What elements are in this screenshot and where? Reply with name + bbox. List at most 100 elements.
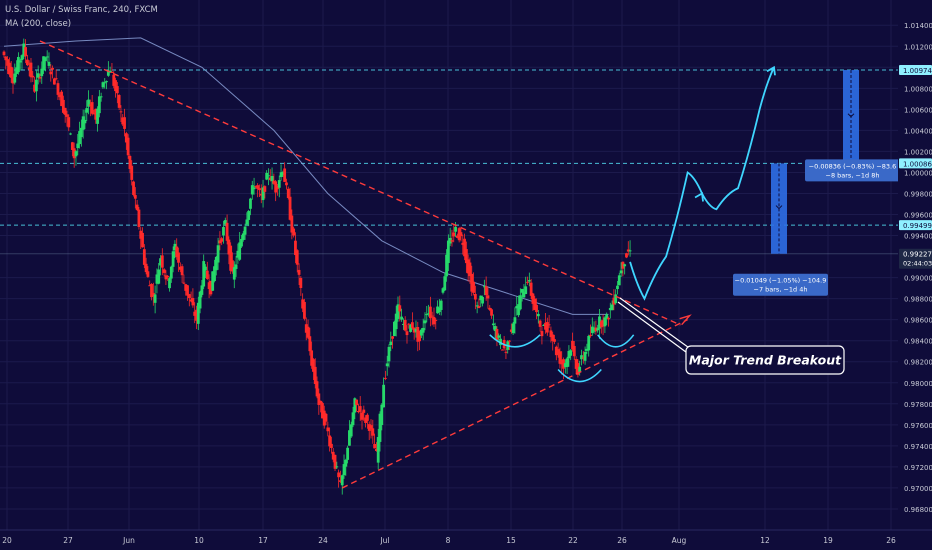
candle-body [364, 417, 368, 423]
candle-body [258, 188, 261, 191]
candle-body [621, 261, 625, 269]
candle-body [238, 242, 242, 260]
y-tick-label: 0.97400 [904, 443, 932, 451]
candle-body [556, 349, 560, 356]
candle-body [13, 73, 17, 83]
candle-body [171, 251, 175, 267]
candle-body [261, 187, 265, 201]
candle-body [391, 336, 394, 339]
measure-tool[interactable]: −0.00836 (−0.83%) −83.6−8 bars, −1d 8h [805, 70, 900, 182]
y-tick-label: 0.99400 [904, 233, 932, 241]
candle-body [405, 331, 409, 336]
candle-body [157, 269, 161, 284]
y-tick-label: 0.98200 [904, 359, 932, 367]
candle-body [337, 472, 341, 478]
candle-body [443, 276, 447, 291]
candle-body [33, 84, 36, 92]
candle-body [563, 363, 567, 368]
indicator-legend[interactable]: MA (200, close) [5, 19, 72, 29]
candle-body [398, 305, 402, 312]
candle-body [29, 62, 33, 78]
callout-pointer [617, 301, 691, 356]
candle-body [464, 249, 468, 264]
candle-body [601, 320, 605, 327]
candle-body [533, 298, 537, 310]
candle-body [288, 196, 292, 220]
candle-body [475, 305, 479, 307]
candle-body [227, 239, 231, 255]
candle-body [522, 292, 526, 298]
candle-body [247, 210, 251, 220]
candle-body [526, 281, 529, 283]
candle-body [301, 299, 305, 309]
candle-body [353, 398, 357, 413]
candle-body [60, 91, 63, 107]
candle-body [144, 263, 148, 273]
candle-body [252, 187, 256, 190]
candle-body [164, 275, 168, 280]
y-tick-label: 0.98400 [904, 338, 932, 346]
candle-body [574, 359, 578, 369]
candle-body [580, 355, 583, 360]
candle-body [425, 314, 429, 316]
candle-body [412, 327, 416, 333]
candle-body [159, 258, 162, 266]
candle-body [198, 291, 202, 309]
price-tag [899, 220, 932, 231]
candle-body [331, 451, 335, 460]
candle-body [283, 168, 287, 182]
candle-body [394, 313, 398, 330]
candle-body [168, 278, 171, 289]
candle-body [499, 338, 502, 346]
candle-body [166, 275, 170, 278]
candle-body [428, 306, 432, 319]
candle-body [594, 327, 598, 332]
candle-body [139, 230, 143, 239]
candle-body [128, 155, 132, 169]
candle-body [22, 43, 26, 57]
candle-body [220, 238, 224, 242]
candle-body [112, 74, 116, 86]
candle-body [371, 428, 375, 436]
candle-body [193, 311, 197, 316]
price-tag [899, 158, 932, 169]
measure-tool[interactable]: −0.01049 (−1.05%) −104.9−7 bars, −1d 4h [733, 163, 828, 296]
y-axis[interactable]: 0.96800 0.97000 0.97200 0.97400 0.97600 0.978… [898, 0, 932, 550]
candle-body [88, 104, 92, 106]
candle-body [249, 198, 252, 209]
candle-body [24, 47, 27, 57]
x-tick-label: 8 [446, 536, 451, 545]
candle-body [484, 286, 488, 296]
candle-body [61, 99, 65, 113]
candle-body [2, 51, 6, 56]
candle-body [175, 246, 179, 258]
candle-body [83, 119, 87, 124]
candle-body [304, 324, 308, 333]
measure-label-box [733, 273, 828, 296]
candle-body [396, 304, 400, 319]
x-axis[interactable]: 20 27 Jun 10 17 24 Jul 8 15 22 26 Aug 12 19 26 [0, 529, 932, 550]
candle-body [520, 288, 524, 293]
candle-body [295, 250, 299, 265]
candle-body [54, 78, 58, 80]
candle-body [18, 60, 22, 63]
candle-body [49, 71, 53, 75]
candle-body [482, 286, 486, 288]
candle-body [340, 475, 344, 486]
candle-body [65, 114, 69, 117]
candle-body [20, 55, 24, 61]
candle-body [222, 227, 225, 236]
candle-body [196, 302, 200, 324]
candle-body [531, 293, 535, 304]
candle-body [472, 281, 475, 293]
callout-pointer [619, 297, 693, 351]
candle-body [529, 282, 533, 296]
candle-body [554, 346, 558, 356]
measure-label-text: −0.00836 (−0.83%) −83.6 [809, 162, 897, 170]
candle-body [216, 245, 220, 263]
candle-body [142, 249, 146, 265]
x-tick-label: 26 [617, 536, 627, 545]
candle-body [414, 328, 418, 332]
candle-body [313, 366, 317, 384]
